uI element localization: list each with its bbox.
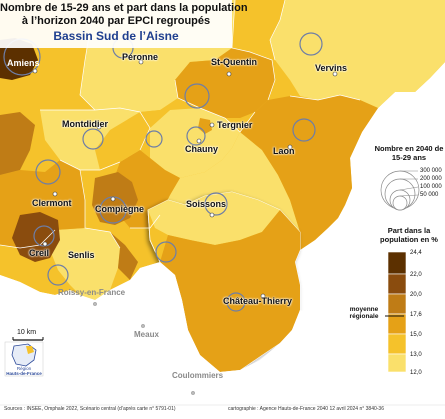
dot-coulommiers [191,391,195,395]
legend-break-22-0: 22,0 [410,272,422,278]
zone-senlis-south [110,232,138,280]
dot-meaux [141,324,145,328]
place-label-saint-quentin: St-Quentin [211,57,257,67]
circle-senlis [47,264,69,286]
legend-size-100000: 100 000 [420,184,442,190]
place-label-chateau-thierry: Château-Thierry [223,296,293,306]
circle-clermont [35,159,61,185]
legend-break-12-0: 12,0 [410,370,422,376]
legend-circle-50000 [392,195,408,211]
place-label-meaux: Meaux [134,330,159,339]
dot-compiegne [110,196,116,202]
circle-chauny [186,126,206,146]
dot-montdidier [96,124,102,130]
legend-class-boxes [387,251,407,373]
dot-chateau-thierry [260,293,266,299]
place-label-senlis: Senlis [68,250,95,260]
legend-break-24-4: 24,4 [410,250,422,256]
zone-vervins [270,0,445,108]
place-label-compiegne: Compiègne [95,204,145,214]
zone-senlis [50,228,120,300]
legend-size-leaders [399,170,419,197]
legend-class-box [387,333,407,355]
place-label-laon: Laon [273,146,295,156]
zone-creil [12,212,60,262]
dot-laon [287,144,293,150]
legend-class-box [387,353,407,373]
dot-senlis [73,253,79,259]
scale-bar [12,337,44,341]
zone-soissons-core [148,192,280,245]
dot-roissy [93,302,97,306]
map-subtitle: Bassin Sud de l’Aisne [53,29,179,43]
place-label-coulommiers: Coulommiers [172,371,224,380]
place-label-soissons: Soissons [186,199,227,209]
dot-clermont [52,191,58,197]
circle-chateau-thierry [226,292,246,312]
dot-chauny [196,138,202,144]
zone-chateau-thierry-core [160,210,300,372]
circle-villers-cotterets [155,241,177,263]
footer-credits: cartographie : Agence Hauts-de-France 20… [228,406,384,412]
dot-peronne [138,59,144,65]
dot-amiens [32,68,38,74]
legend-break-13-0: 13,0 [410,352,422,358]
circle-vervins [299,32,323,56]
dot-tergnier [209,122,215,128]
legend-size-50000: 50 000 [420,192,439,198]
legend-share-title: Part dans la population en % [380,226,438,244]
circle-saint-quentin [184,83,210,109]
hauts-de-france-icon [26,346,34,354]
legend-size-title: Nombre en 2040 de 15-29 ans [374,144,444,162]
zone-saint-quentin [175,48,275,118]
map-title-line-1: Nombre de 15-29 ans et part dans la popu… [0,2,248,14]
zone-thierache-south [150,108,240,178]
legend-break-15-0: 15,0 [410,332,422,338]
city-dots [32,59,338,395]
place-label-vervins: Vervins [315,63,348,73]
place-label-tergnier: Tergnier [217,120,253,130]
footer-sources: Sources : INSEE, Omphale 2022, Scénario … [4,406,176,412]
dot-soissons [209,212,215,218]
legend-break-20-0: 20,0 [410,292,422,298]
legend-regional-average: moyenne régionale [349,306,379,320]
place-label-peronne: Péronne [122,52,159,62]
ile-de-france [0,262,445,419]
circle-noyon [145,130,163,148]
zone-laon [240,95,378,250]
zone-tergnier [198,118,212,134]
circle-laon [292,118,316,142]
dot-vervins [332,71,338,77]
dot-saint-quentin [226,71,232,77]
scale-label: 10 km [17,329,37,336]
region-logo [4,341,44,377]
legend-class-box [387,293,407,315]
legend-size-200000: 200 000 [420,176,442,182]
map-title-line-2: à l’horizon 2040 par EPCI regroupés [21,15,211,27]
place-label-roissy: Roissy-en-France [58,288,126,297]
legend-size-300000: 300 000 [420,168,442,174]
legend-class-box [387,251,407,275]
legend-class-box [387,313,407,335]
place-label-amiens: Amiens [7,58,40,68]
legend-break-17-6: 17,6 [410,312,422,318]
zone-noyon [95,110,170,170]
logo-line-2: Hauts-de-France [6,371,42,376]
place-label-chauny: Chauny [185,144,219,154]
title-box: Nombre de 15-29 ans et part dans la popu… [0,0,248,48]
circle-montdidier [82,128,104,150]
place-label-creil: Creil [29,248,50,258]
zone-clermont-west [0,112,35,175]
dot-creil [42,241,48,247]
legend-class-box [387,273,407,295]
place-label-clermont: Clermont [32,198,72,208]
place-label-montdidier: Montdidier [62,119,108,129]
logo-line-1: Région [16,366,32,371]
circle-soissons [204,192,228,216]
